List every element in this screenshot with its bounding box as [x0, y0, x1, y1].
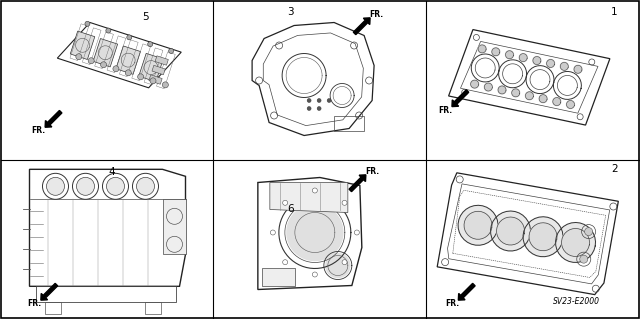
Circle shape — [327, 99, 331, 102]
FancyArrow shape — [353, 18, 370, 35]
Circle shape — [312, 272, 317, 277]
Circle shape — [342, 200, 347, 205]
Circle shape — [307, 107, 311, 110]
Circle shape — [138, 74, 143, 80]
Circle shape — [168, 48, 173, 54]
Polygon shape — [506, 51, 513, 59]
Circle shape — [106, 177, 125, 195]
Circle shape — [342, 260, 347, 265]
Text: FR.: FR. — [28, 299, 42, 308]
Polygon shape — [70, 31, 95, 60]
Polygon shape — [556, 222, 595, 263]
Polygon shape — [484, 83, 492, 91]
Polygon shape — [574, 65, 582, 73]
Circle shape — [127, 35, 132, 40]
Circle shape — [85, 21, 90, 26]
Polygon shape — [116, 46, 140, 74]
Circle shape — [283, 200, 287, 205]
Polygon shape — [491, 211, 531, 251]
Polygon shape — [553, 98, 561, 106]
Polygon shape — [529, 223, 557, 251]
Circle shape — [317, 99, 321, 102]
Circle shape — [584, 227, 593, 236]
Circle shape — [47, 177, 65, 195]
Text: SV23-E2000: SV23-E2000 — [552, 297, 600, 306]
Polygon shape — [149, 75, 162, 84]
Circle shape — [355, 230, 359, 235]
Polygon shape — [492, 48, 500, 56]
Polygon shape — [560, 63, 568, 70]
Polygon shape — [566, 100, 575, 108]
FancyArrow shape — [452, 90, 468, 107]
Polygon shape — [163, 199, 186, 254]
Polygon shape — [539, 95, 547, 103]
Circle shape — [312, 188, 317, 193]
Text: 2: 2 — [611, 164, 618, 174]
Polygon shape — [326, 254, 350, 278]
Circle shape — [317, 107, 321, 110]
Circle shape — [113, 66, 119, 72]
Polygon shape — [547, 59, 554, 67]
FancyArrow shape — [458, 283, 475, 300]
Polygon shape — [519, 54, 527, 62]
Circle shape — [125, 70, 131, 76]
Text: 5: 5 — [143, 12, 149, 22]
Polygon shape — [557, 75, 577, 95]
Circle shape — [76, 54, 82, 60]
Polygon shape — [530, 70, 550, 90]
Polygon shape — [478, 45, 486, 53]
Circle shape — [150, 78, 156, 84]
Text: 1: 1 — [611, 7, 618, 17]
Polygon shape — [476, 58, 495, 78]
Polygon shape — [93, 39, 118, 67]
Circle shape — [88, 58, 94, 64]
Polygon shape — [287, 204, 343, 261]
Text: 6: 6 — [287, 204, 294, 214]
Text: FR.: FR. — [438, 106, 452, 115]
Text: FR.: FR. — [369, 10, 383, 19]
Polygon shape — [502, 64, 523, 84]
Polygon shape — [458, 205, 498, 245]
Polygon shape — [262, 268, 295, 286]
Circle shape — [307, 99, 311, 102]
Text: FR.: FR. — [445, 299, 459, 308]
Circle shape — [106, 28, 111, 33]
Text: 3: 3 — [287, 7, 294, 17]
Circle shape — [148, 42, 153, 47]
Polygon shape — [270, 182, 348, 212]
Text: 4: 4 — [108, 167, 115, 177]
Polygon shape — [512, 89, 520, 97]
Circle shape — [100, 62, 106, 68]
Polygon shape — [470, 80, 479, 88]
FancyArrow shape — [349, 175, 366, 192]
Circle shape — [283, 260, 287, 265]
FancyArrow shape — [41, 283, 58, 300]
FancyArrow shape — [45, 110, 62, 127]
Circle shape — [136, 177, 154, 195]
Circle shape — [270, 230, 275, 235]
Text: FR.: FR. — [31, 126, 45, 135]
Polygon shape — [533, 56, 541, 64]
Polygon shape — [497, 217, 525, 245]
Circle shape — [580, 255, 588, 263]
Polygon shape — [139, 53, 163, 82]
Polygon shape — [464, 211, 492, 239]
Circle shape — [77, 177, 95, 195]
Polygon shape — [523, 217, 563, 257]
Polygon shape — [152, 65, 165, 75]
Circle shape — [163, 82, 168, 88]
Polygon shape — [155, 56, 168, 65]
Text: FR.: FR. — [365, 167, 380, 176]
Polygon shape — [561, 228, 589, 256]
Polygon shape — [498, 86, 506, 94]
Polygon shape — [525, 92, 533, 100]
